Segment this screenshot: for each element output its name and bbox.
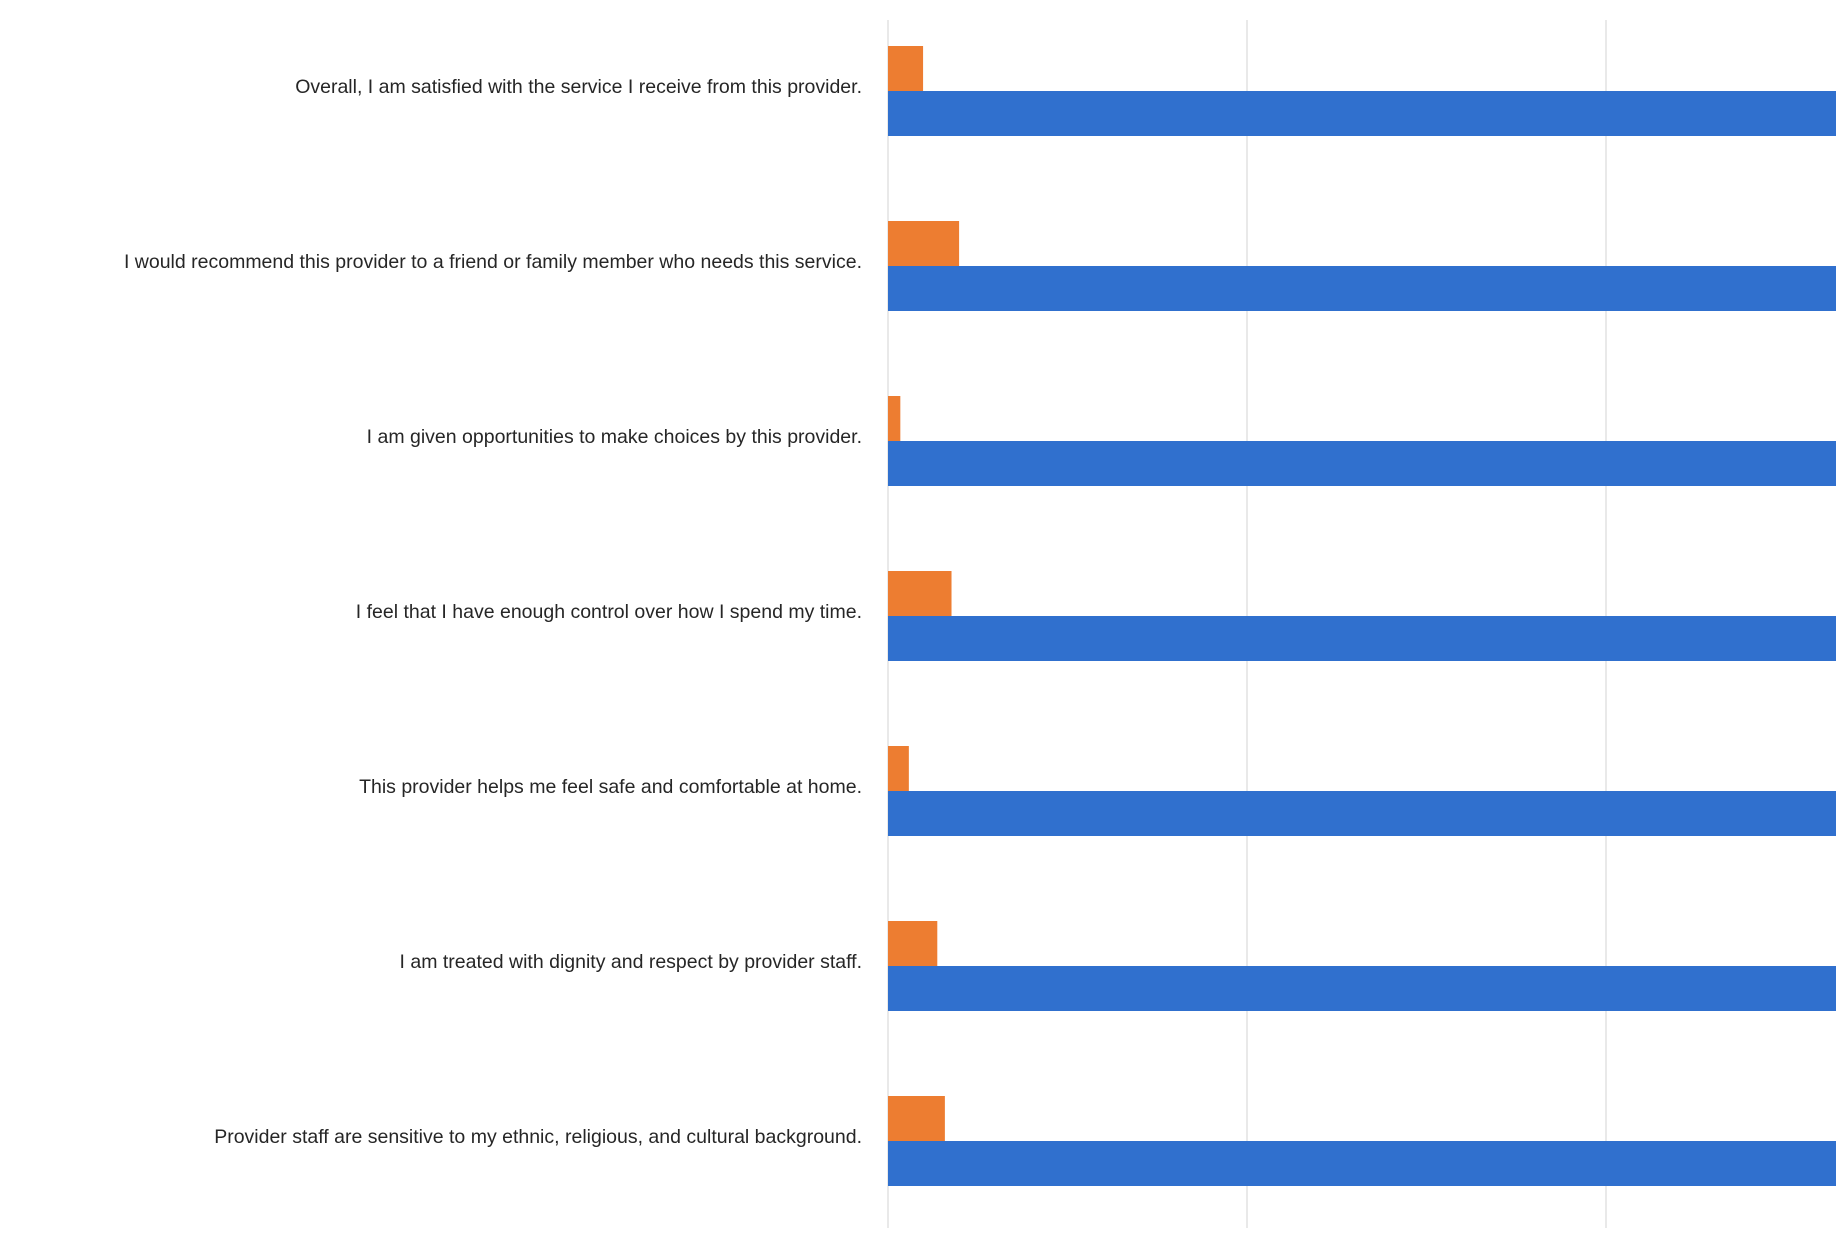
category-label-4: This provider helps me feel safe and com… (359, 776, 862, 798)
category-label-1: I would recommend this provider to a fri… (124, 251, 862, 273)
bar-series-1-category-0 (888, 91, 1836, 136)
bar-series-0-category-1 (888, 221, 960, 266)
bar-series-0-category-6 (888, 1096, 945, 1141)
bar-series-0-category-4 (888, 746, 909, 791)
bar-series-0-category-0 (888, 46, 924, 91)
bar-series-0-category-3 (888, 571, 952, 616)
bar-series-1-category-5 (888, 966, 1836, 1011)
bar-series-1-category-3 (888, 616, 1836, 661)
category-label-3: I feel that I have enough control over h… (356, 601, 862, 623)
bar-series-1-category-4 (888, 791, 1836, 836)
bar-series-1-category-1 (888, 266, 1836, 311)
category-label-0: Overall, I am satisfied with the service… (295, 76, 862, 98)
category-labels: Overall, I am satisfied with the service… (124, 76, 862, 1148)
bar-series-1-category-2 (888, 441, 1836, 486)
bar-series-1-category-6 (888, 1141, 1836, 1186)
category-label-2: I am given opportunities to make choices… (367, 426, 862, 448)
category-label-5: I am treated with dignity and respect by… (400, 951, 862, 973)
category-label-6: Provider staff are sensitive to my ethni… (214, 1126, 862, 1148)
bar-series-0-category-5 (888, 921, 938, 966)
bars (888, 46, 1836, 1186)
bar-series-0-category-2 (888, 396, 901, 441)
